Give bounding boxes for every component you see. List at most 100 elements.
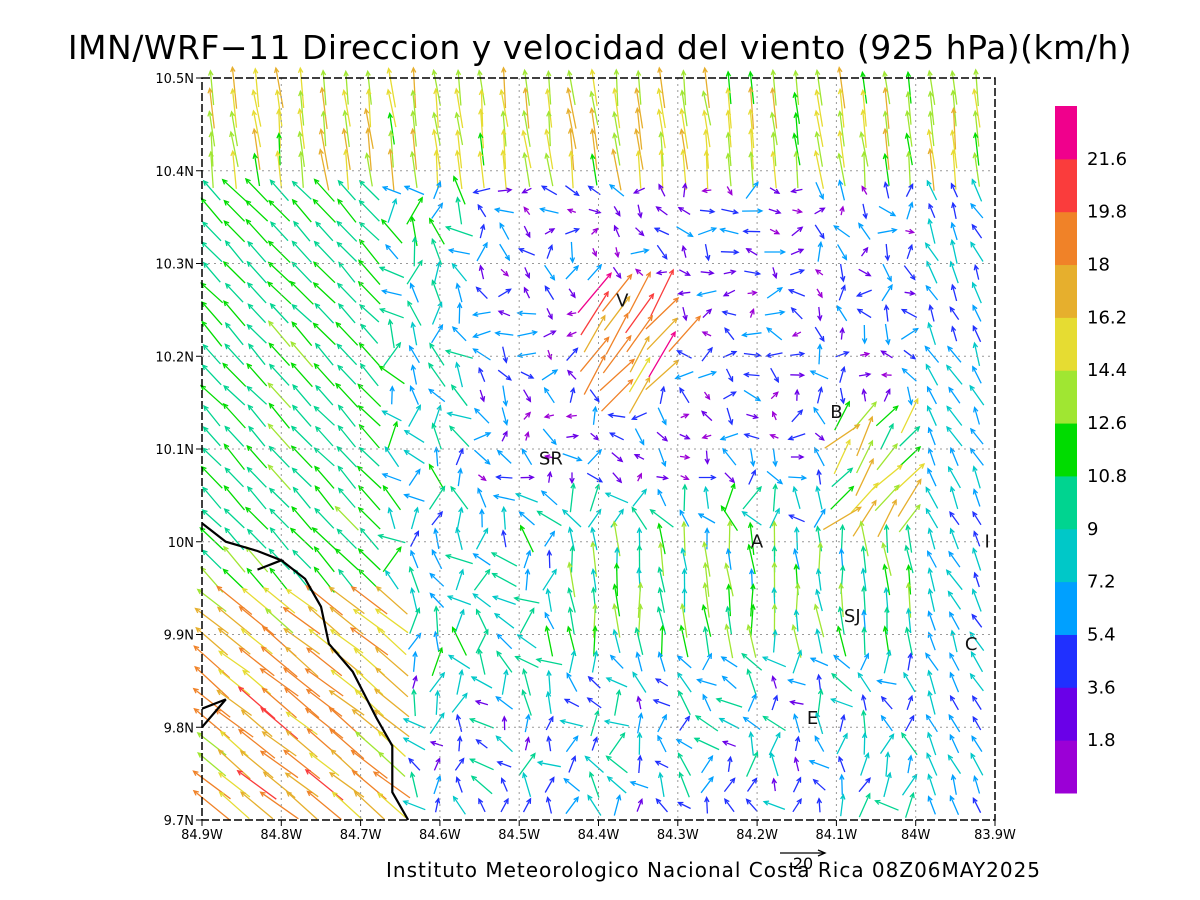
- wind-arrow: [314, 342, 334, 366]
- wind-arrow: [680, 474, 690, 481]
- wind-arrow: [547, 349, 553, 361]
- wind-arrow: [284, 646, 319, 678]
- wind-arrow: [654, 760, 669, 769]
- colorbar-label: 21.6: [1087, 149, 1127, 170]
- wind-arrow: [850, 482, 879, 514]
- wind-arrow: [765, 352, 783, 359]
- wind-arrow: [745, 181, 759, 199]
- coastline-path: [201, 522, 410, 821]
- wind-arrow: [856, 439, 874, 474]
- wind-arrow: [544, 530, 556, 547]
- wind-arrow: [246, 385, 268, 405]
- wind-arrow: [883, 771, 892, 798]
- wind-arrow: [229, 110, 239, 147]
- wind-arrow: [838, 582, 844, 618]
- wind-arrow: [726, 583, 732, 617]
- wind-arrow: [814, 224, 825, 240]
- wind-arrow: [969, 447, 984, 466]
- wind-arrow: [475, 608, 488, 633]
- wind-arrow: [476, 241, 488, 262]
- wind-arrow: [305, 688, 343, 717]
- wind-arrow: [742, 208, 764, 214]
- wind-arrow: [815, 485, 823, 510]
- wind-arrow: [612, 132, 621, 166]
- wind-arrow: [900, 308, 918, 318]
- wind-arrow: [972, 488, 981, 507]
- wind-arrow: [793, 69, 800, 105]
- wind-arrow: [260, 707, 299, 740]
- wind-arrow: [904, 544, 914, 574]
- wind-arrow: [611, 148, 622, 191]
- wind-arrow: [450, 384, 468, 407]
- wind-arrow: [403, 449, 425, 464]
- wind-arrow: [792, 713, 801, 733]
- wind-arrow: [569, 482, 576, 513]
- wind-arrow: [246, 281, 267, 304]
- wind-arrow: [455, 526, 463, 550]
- wind-arrow: [246, 466, 267, 488]
- wind-arrow: [242, 669, 272, 695]
- wind-arrow: [500, 797, 509, 813]
- wind-arrow: [201, 549, 222, 570]
- wind-arrow: [516, 352, 537, 359]
- wind-arrow: [246, 323, 267, 344]
- wind-arrow: [349, 627, 389, 656]
- wind-arrow: [970, 650, 984, 673]
- wind-arrow: [926, 179, 938, 201]
- wind-arrow: [907, 652, 913, 671]
- wind-arrow: [927, 321, 937, 345]
- wind-arrow: [543, 413, 555, 419]
- wind-arrow: [608, 731, 626, 756]
- wind-arrow: [590, 153, 598, 186]
- wind-arrow: [816, 469, 822, 485]
- wind-arrow: [771, 694, 779, 711]
- wind-arrow: [880, 695, 893, 710]
- wind-arrow: [727, 755, 733, 772]
- wind-arrow: [358, 259, 381, 286]
- wind-arrow: [428, 463, 446, 491]
- wind-arrow: [283, 749, 321, 780]
- wind-arrow: [500, 149, 507, 190]
- wind-arrow: [790, 248, 805, 256]
- wind-arrow: [260, 646, 298, 678]
- wind-arrow: [969, 631, 985, 651]
- wind-arrow: [972, 151, 981, 187]
- colorbar-segment: [1055, 106, 1077, 160]
- wind-arrow: [291, 404, 312, 427]
- wind-arrow: [203, 404, 221, 427]
- wind-arrow: [747, 108, 755, 149]
- wind-arrow: [251, 127, 261, 170]
- wind-arrow: [927, 631, 936, 651]
- wind-arrow: [949, 652, 960, 671]
- wind-arrow: [312, 261, 336, 284]
- wind-arrow: [433, 149, 440, 190]
- wind-arrow: [948, 386, 961, 404]
- wind-arrow: [927, 110, 935, 147]
- wind-arrow: [649, 508, 674, 528]
- wind-arrow: [329, 606, 364, 635]
- wind-arrow: [905, 523, 913, 553]
- wind-arrow: [971, 223, 983, 239]
- wind-arrow: [816, 673, 822, 690]
- wind-arrow: [207, 110, 216, 147]
- wind-arrow: [563, 698, 580, 708]
- wind-arrow: [267, 261, 291, 283]
- wind-arrow: [836, 152, 846, 187]
- wind-arrow: [950, 89, 957, 127]
- wind-arrow: [659, 385, 666, 405]
- wind-arrow: [387, 318, 395, 349]
- wind-arrow: [606, 776, 627, 794]
- wind-arrow: [742, 371, 760, 378]
- y-tick-label: 10.1N: [155, 443, 194, 458]
- wind-arrow: [629, 780, 649, 789]
- wind-arrow: [681, 567, 688, 591]
- wind-arrow: [519, 607, 535, 634]
- wind-arrow: [245, 218, 269, 244]
- wind-arrow: [583, 314, 606, 353]
- wind-arrow: [566, 310, 577, 317]
- wind-arrow: [456, 301, 463, 324]
- wind-arrow: [374, 647, 409, 677]
- wind-arrow: [536, 760, 561, 768]
- wind-arrow: [858, 372, 872, 378]
- wind-arrow: [605, 755, 628, 774]
